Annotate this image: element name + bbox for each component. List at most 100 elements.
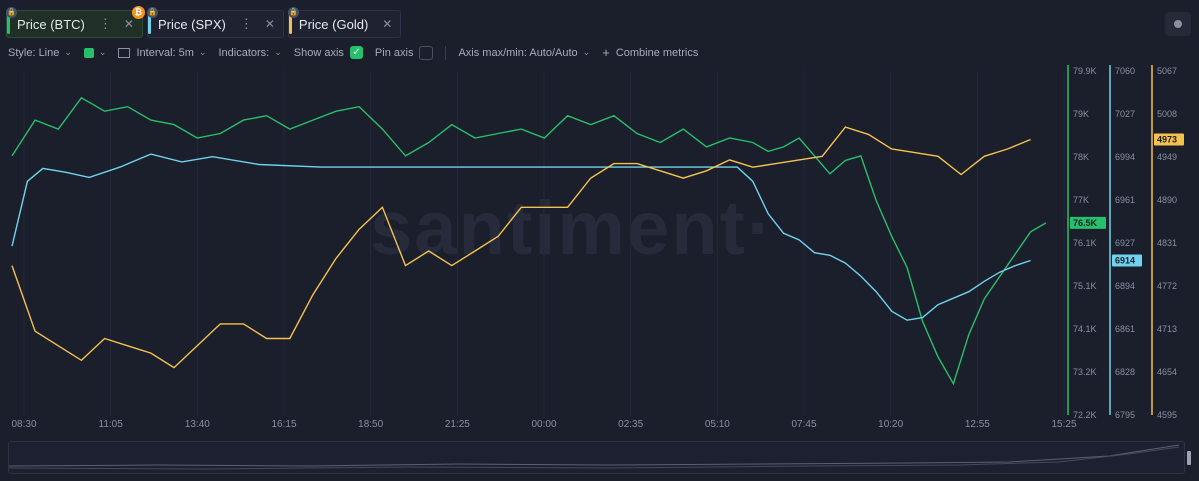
spx-axis-tick: 6961 <box>1115 195 1135 205</box>
btc-axis-tick: 72.2K <box>1073 410 1097 420</box>
chevron-down-icon: ⌄ <box>274 47 282 57</box>
gold-axis-tick: 4949 <box>1157 152 1177 162</box>
x-tick-label: 02:35 <box>618 419 643 430</box>
show-axis-toggle[interactable]: Show axis ✓ <box>294 46 363 59</box>
lock-icon: 🔒 <box>6 7 17 18</box>
x-tick-label: 10:20 <box>878 419 903 430</box>
close-icon[interactable]: ✕ <box>264 17 275 31</box>
indicators-dropdown[interactable]: Indicators: ⌄ <box>218 47 281 59</box>
checkbox-unchecked-icon[interactable] <box>419 45 434 60</box>
more-options-icon[interactable]: ⋮ <box>239 16 253 31</box>
interval-label: Interval: 5m <box>136 46 194 59</box>
btc-axis-tick: 79K <box>1073 109 1089 119</box>
spx-axis-tick: 6927 <box>1115 238 1135 248</box>
style-dropdown[interactable]: Style: Line ⌄ <box>8 47 72 59</box>
series-line-gold <box>11 126 1031 369</box>
series-color-bar <box>7 14 10 34</box>
btc-axis-tick: 77K <box>1073 195 1089 205</box>
x-tick-label: 00:00 <box>531 419 556 430</box>
more-options-icon[interactable]: ⋮ <box>98 16 112 31</box>
spx-last-value-label: 6914 <box>1115 256 1135 266</box>
checkbox-checked-icon[interactable]: ✓ <box>349 46 363 59</box>
tab-price-spx[interactable]: 🔒 Price (SPX) ⋮ ✕ <box>146 7 284 38</box>
spx-axis-tick: 7060 <box>1115 66 1135 76</box>
gold-axis-tick: 5008 <box>1157 109 1177 119</box>
gold-axis-tick: 4772 <box>1157 281 1177 291</box>
spx-axis-tick: 6795 <box>1115 410 1135 420</box>
series-line-spx <box>11 153 1031 321</box>
x-axis: 08:30 11:05 13:40 16:15 18:50 21:25 00:00 02:35… <box>11 419 1076 430</box>
x-tick-label: 08:30 <box>11 419 36 430</box>
spx-axis-tick: 6828 <box>1115 367 1135 377</box>
btc-axis-tick: 75.1K <box>1073 281 1097 291</box>
combine-metrics-button[interactable]: + Combine metrics <box>602 45 698 60</box>
btc-axis-tick: 78K <box>1073 152 1089 162</box>
gold-last-value-label: 4973 <box>1157 135 1177 145</box>
series-color-bar <box>288 14 292 34</box>
style-label: Style: Line <box>8 46 60 59</box>
navigator-handle[interactable] <box>1187 451 1191 465</box>
tab-price-gold[interactable]: 🔒 Price (Gold) ✕ <box>287 7 402 38</box>
x-tick-label: 07:45 <box>791 419 816 430</box>
axis-maxmin-label: Axis max/min: Auto/Auto <box>458 46 578 59</box>
btc-last-value-badge <box>1070 216 1106 229</box>
plus-icon: + <box>602 45 610 60</box>
x-tick-label: 15:25 <box>1051 419 1076 430</box>
lock-icon: 🔒 <box>146 7 158 18</box>
gold-axis-tick: 4654 <box>1157 367 1177 377</box>
lock-icon: 🔒 <box>287 7 299 18</box>
show-axis-label: Show axis <box>293 46 344 59</box>
btc-axis-tick: 73.2K <box>1073 367 1097 377</box>
close-icon[interactable]: ✕ <box>123 17 134 31</box>
fullscreen-toggle-button[interactable] <box>1165 12 1191 36</box>
tab-label: Price (SPX) <box>157 16 226 32</box>
chevron-down-icon: ⌄ <box>64 47 72 57</box>
x-tick-label: 05:10 <box>705 419 730 430</box>
interval-icon <box>118 47 131 58</box>
btc-axis-tick: 79.9K <box>1073 66 1097 76</box>
combine-metrics-label: Combine metrics <box>615 46 699 59</box>
spx-axis-tick: 6994 <box>1115 152 1135 162</box>
indicators-label: Indicators: <box>218 46 270 59</box>
chart-series <box>11 96 1047 386</box>
pin-axis-toggle[interactable]: Pin axis <box>374 45 434 60</box>
gold-axis-tick: 4595 <box>1157 410 1177 420</box>
price-chart[interactable]: 79.9K 79K 78K 77K 76.1K 75.1K 74.1K 73.2K 72.2K 7… <box>0 0 1199 440</box>
btc-last-value-label: 76.5K <box>1073 218 1098 228</box>
gold-axis-tick: 4890 <box>1157 195 1177 205</box>
chart-axes: 79.9K 79K 78K 77K 76.1K 75.1K 74.1K 73.2K 72.2K 7… <box>1067 65 1184 420</box>
x-tick-label: 12:55 <box>965 419 990 430</box>
gold-axis-tick: 4713 <box>1157 324 1177 334</box>
chevron-down-icon: ⌄ <box>198 47 207 57</box>
chart-grid <box>23 71 1065 415</box>
tab-label: Price (Gold) <box>298 16 369 32</box>
x-tick-label: 16:15 <box>271 419 296 430</box>
timeline-navigator[interactable] <box>8 441 1185 474</box>
color-swatch <box>83 47 94 58</box>
x-tick-label: 18:50 <box>358 419 383 430</box>
spx-axis-tick: 6861 <box>1115 324 1135 334</box>
x-tick-label: 11:05 <box>99 419 124 430</box>
bitcoin-icon: ₿ <box>131 6 145 19</box>
tab-label: Price (BTC) <box>17 16 85 32</box>
navigator-sparkline <box>8 444 1180 470</box>
gold-axis-tick: 5067 <box>1157 66 1177 76</box>
close-icon[interactable]: ✕ <box>382 17 393 31</box>
x-tick-label: 13:40 <box>185 419 210 430</box>
spx-axis-tick: 6894 <box>1115 281 1135 291</box>
chevron-down-icon: ⌄ <box>98 47 107 57</box>
tab-price-btc[interactable]: 🔒 Price (BTC) ⋮ ✕ ₿ <box>6 6 145 38</box>
spx-axis-tick: 7027 <box>1115 109 1135 119</box>
gold-last-value-badge <box>1154 133 1184 146</box>
btc-axis-tick: 74.1K <box>1073 324 1097 334</box>
series-line-btc <box>11 96 1047 386</box>
color-picker[interactable]: ⌄ <box>83 47 107 58</box>
chart-toolbar: Style: Line ⌄ ⌄ Interval: 5m ⌄ Indicators:… <box>8 45 710 60</box>
series-color-bar <box>147 14 151 34</box>
record-icon <box>1174 20 1182 28</box>
axis-maxmin-dropdown[interactable]: Axis max/min: Auto/Auto ⌄ <box>458 47 590 59</box>
interval-dropdown[interactable]: Interval: 5m ⌄ <box>118 47 206 59</box>
pin-axis-label: Pin axis <box>374 46 414 59</box>
metric-tabs: 🔒 Price (BTC) ⋮ ✕ ₿ 🔒 Price (SPX) ⋮ ✕ 🔒 … <box>6 6 402 38</box>
btc-axis-tick: 76.1K <box>1073 238 1097 248</box>
